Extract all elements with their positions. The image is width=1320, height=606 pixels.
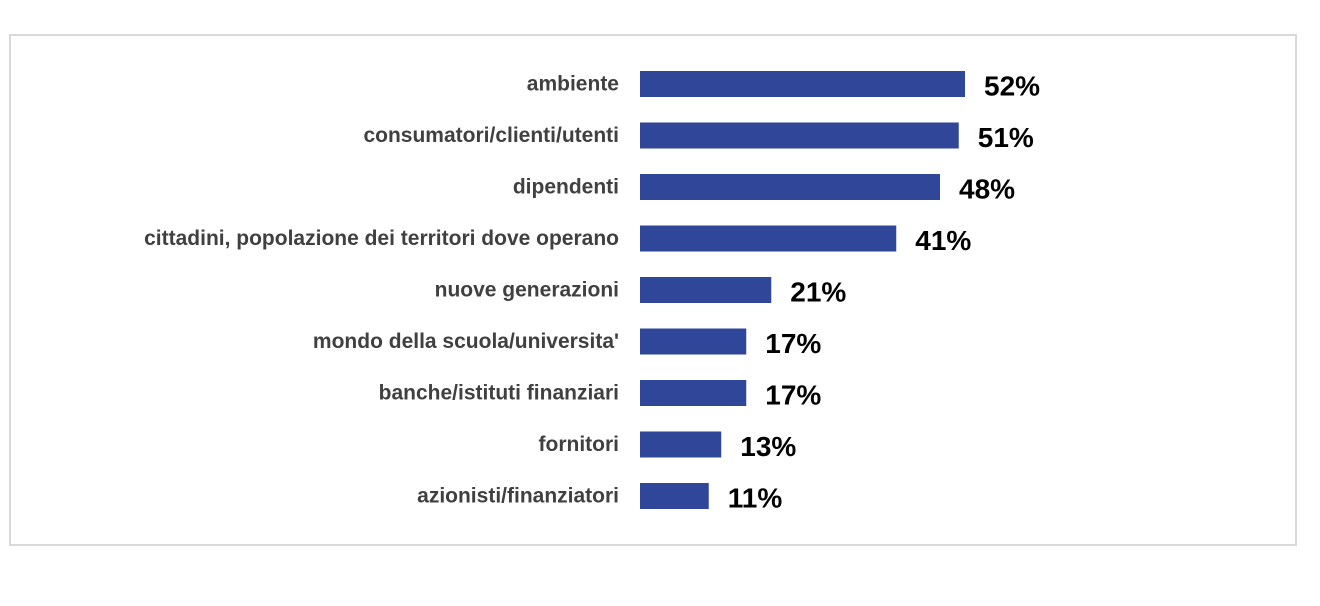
category-label: fornitori xyxy=(539,433,619,456)
bar xyxy=(640,225,897,252)
value-label: 48% xyxy=(959,174,1015,205)
category-label: ambiente xyxy=(527,73,619,96)
bar xyxy=(640,174,940,200)
category-label: consumatori/clienti/utenti xyxy=(363,124,619,147)
value-label: 11% xyxy=(728,483,783,514)
bar xyxy=(640,122,959,149)
category-label: nuove generazioni xyxy=(435,279,619,302)
bar xyxy=(640,71,965,97)
value-label: 21% xyxy=(790,277,846,308)
bar xyxy=(640,328,747,355)
bar xyxy=(640,277,772,303)
value-label: 52% xyxy=(984,71,1040,102)
bar xyxy=(640,483,709,509)
value-label: 13% xyxy=(740,431,796,462)
value-label: 17% xyxy=(765,380,821,411)
value-label: 51% xyxy=(978,122,1034,153)
category-label: azionisti/finanziatori xyxy=(417,485,619,508)
bar xyxy=(640,431,722,458)
category-label: dipendenti xyxy=(513,176,619,199)
category-label: banche/istituti finanziari xyxy=(379,382,619,405)
category-label: cittadini, popolazione dei territori dov… xyxy=(144,227,619,250)
value-label: 17% xyxy=(765,328,821,359)
value-label: 41% xyxy=(915,225,971,256)
bar xyxy=(640,380,747,406)
category-label: mondo della scuola/universita' xyxy=(313,330,619,353)
